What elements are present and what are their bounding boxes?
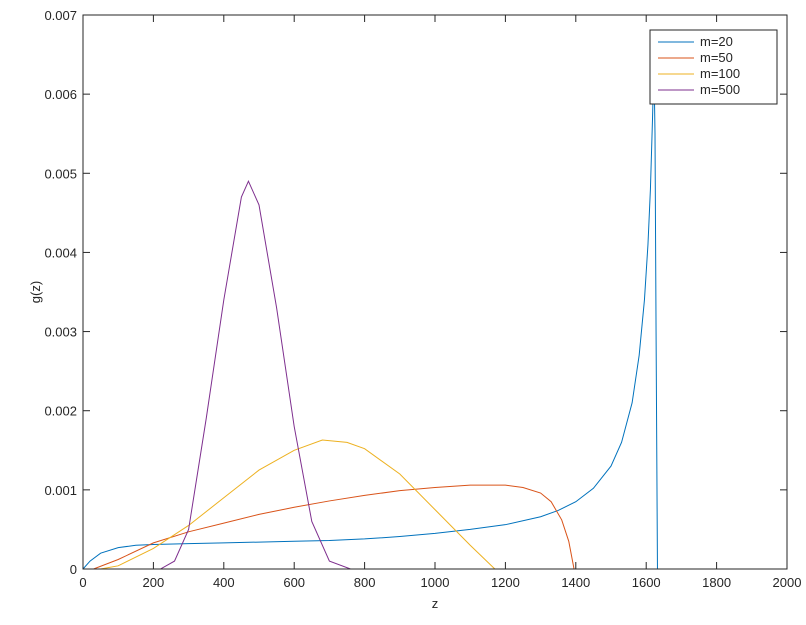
x-tick-label: 1400 [561,575,590,590]
y-tick-label: 0.003 [44,325,77,340]
x-tick-label: 1000 [421,575,450,590]
x-tick-label: 200 [143,575,165,590]
legend-label: m=100 [700,66,740,81]
line [83,439,787,570]
plot-area [83,15,787,569]
x-tick-label: 1200 [491,575,520,590]
x-tick-label: 1800 [702,575,731,590]
line [82,62,787,570]
y-tick-label: 0.006 [44,87,77,102]
x-tick-label: 600 [283,575,305,590]
line [83,179,787,570]
legend-label: m=20 [700,34,733,49]
y-tick-label: 0 [70,562,77,577]
y-tick-label: 0.001 [44,483,77,498]
legend-label: m=500 [700,82,740,97]
axes-box [82,14,788,570]
legend-label: m=50 [700,50,733,65]
y-tick-label: 0.007 [44,8,77,23]
y-tick-label: 0.002 [44,404,77,419]
x-tick-label: 0 [79,575,86,590]
x-tick-label: 1600 [632,575,661,590]
y-tick-label: 0.004 [44,245,77,260]
x-tick-label: 800 [354,575,376,590]
y-axis-label: g(z) [28,281,43,303]
line [83,484,787,570]
x-tick-label: 400 [213,575,235,590]
y-tick-label: 0.005 [44,166,77,181]
x-axis-label: z [432,596,439,611]
x-tick-label: 2000 [773,575,802,590]
